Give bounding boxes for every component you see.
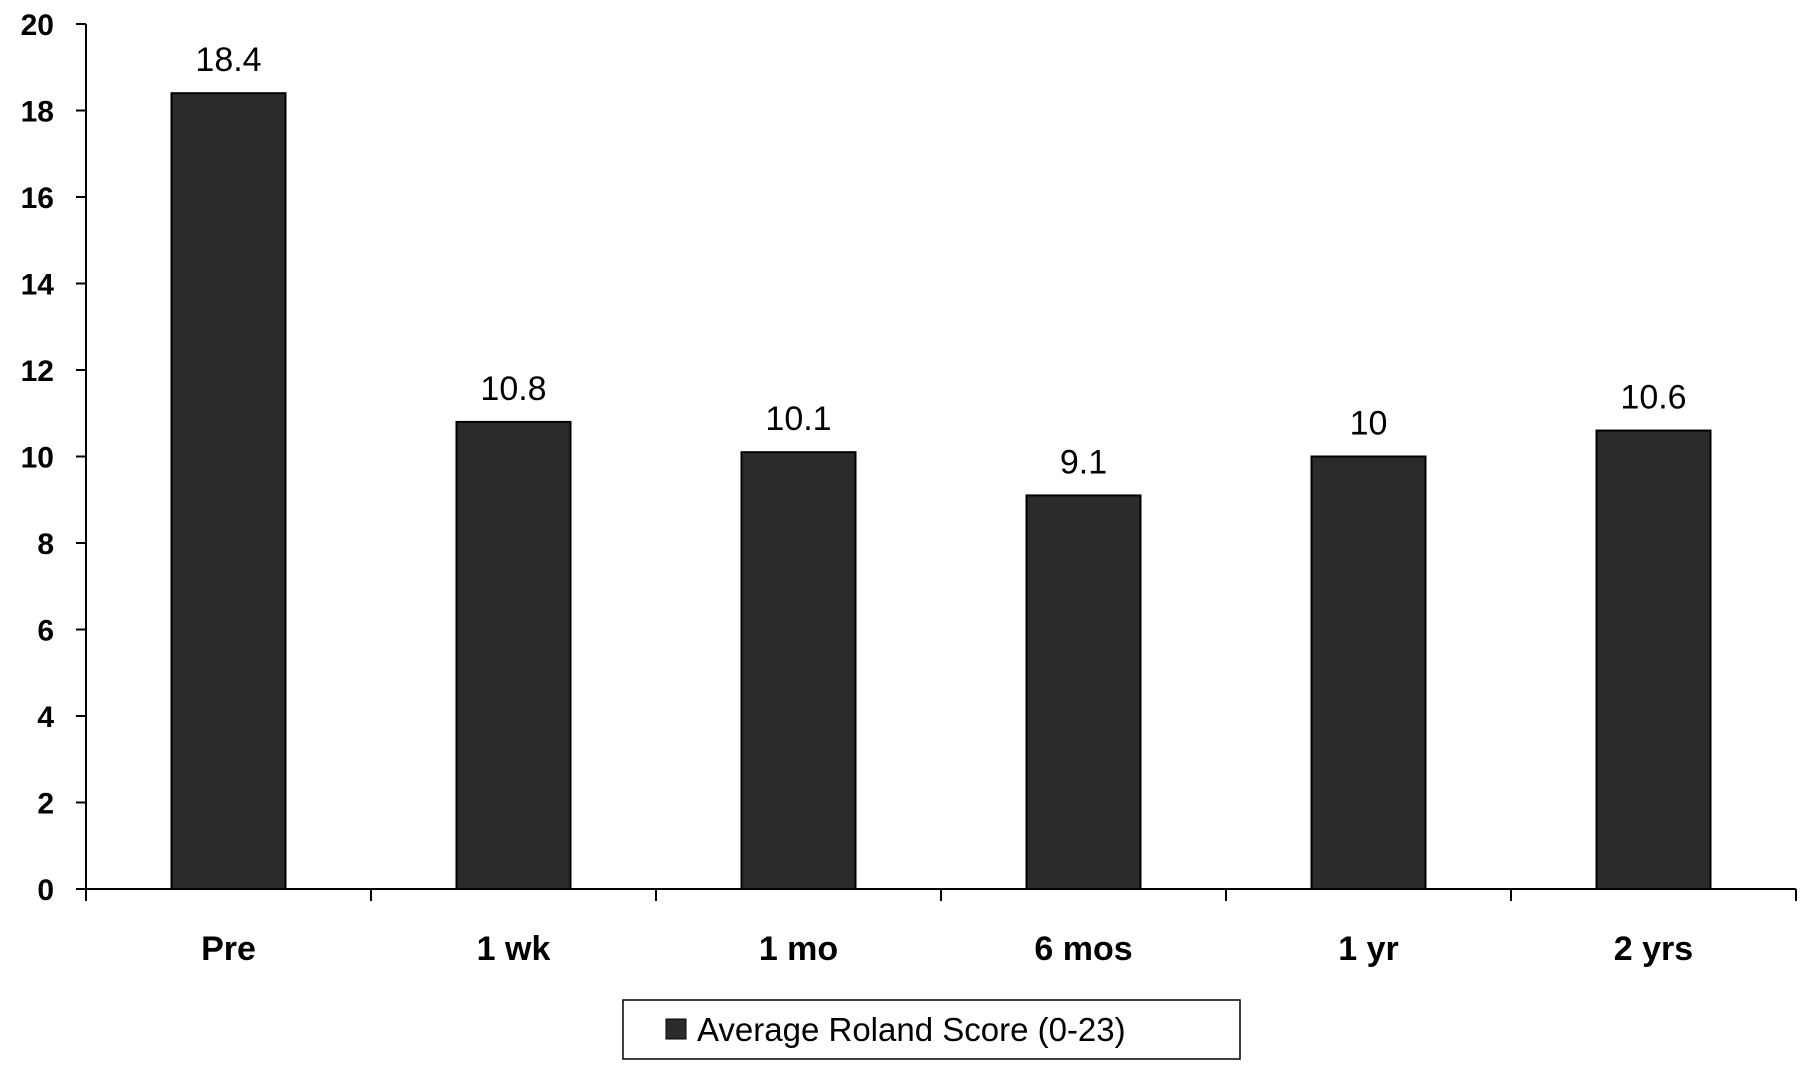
axes (85, 24, 1796, 890)
x-tick-label: 1 mo (759, 930, 838, 968)
legend-swatch (665, 1018, 687, 1040)
bar (1595, 429, 1712, 890)
y-tick-label: 10 (21, 442, 54, 475)
bar (455, 420, 572, 890)
bar (1310, 455, 1427, 890)
x-tick-label: 2 yrs (1614, 930, 1693, 968)
y-tick-label: 6 (37, 615, 54, 648)
bar (740, 451, 857, 890)
x-tick-label: 1 yr (1338, 930, 1399, 968)
data-label: 10.1 (765, 400, 831, 438)
legend-box (622, 999, 1241, 1060)
data-label: 10.8 (480, 370, 546, 408)
data-labels: 18.4 Pre 10.8 1 wk 10.1 1 mo 9.1 6 mos 10 1 yr 10.… (195, 41, 1693, 968)
bar (170, 92, 287, 890)
y-tick-label: 12 (21, 355, 54, 388)
y-axis-ticks: 0 2 4 6 8 10 12 14 16 18 20 (21, 9, 86, 907)
bars (170, 92, 1712, 890)
y-tick-label: 8 (37, 528, 54, 561)
y-tick-label: 4 (37, 701, 54, 734)
legend: Average Roland Score (0-23) (622, 999, 1241, 1060)
y-tick-label: 16 (21, 182, 54, 215)
x-tick-label: 6 mos (1034, 930, 1132, 968)
x-axis-ticks (85, 889, 1797, 901)
x-tick-label: Pre (201, 930, 256, 968)
bar (1025, 494, 1142, 890)
legend-label: Average Roland Score (0-23) (697, 1011, 1126, 1048)
data-label: 10 (1350, 405, 1388, 443)
y-tick-label: 0 (37, 874, 54, 907)
y-tick-label: 20 (21, 9, 54, 42)
y-tick-label: 2 (37, 788, 54, 821)
data-label: 18.4 (195, 41, 261, 79)
y-tick-label: 18 (21, 96, 54, 129)
x-tick-label: 1 wk (477, 930, 551, 968)
data-label: 9.1 (1060, 443, 1107, 481)
y-tick-label: 14 (21, 269, 55, 302)
data-label: 10.6 (1620, 379, 1686, 417)
